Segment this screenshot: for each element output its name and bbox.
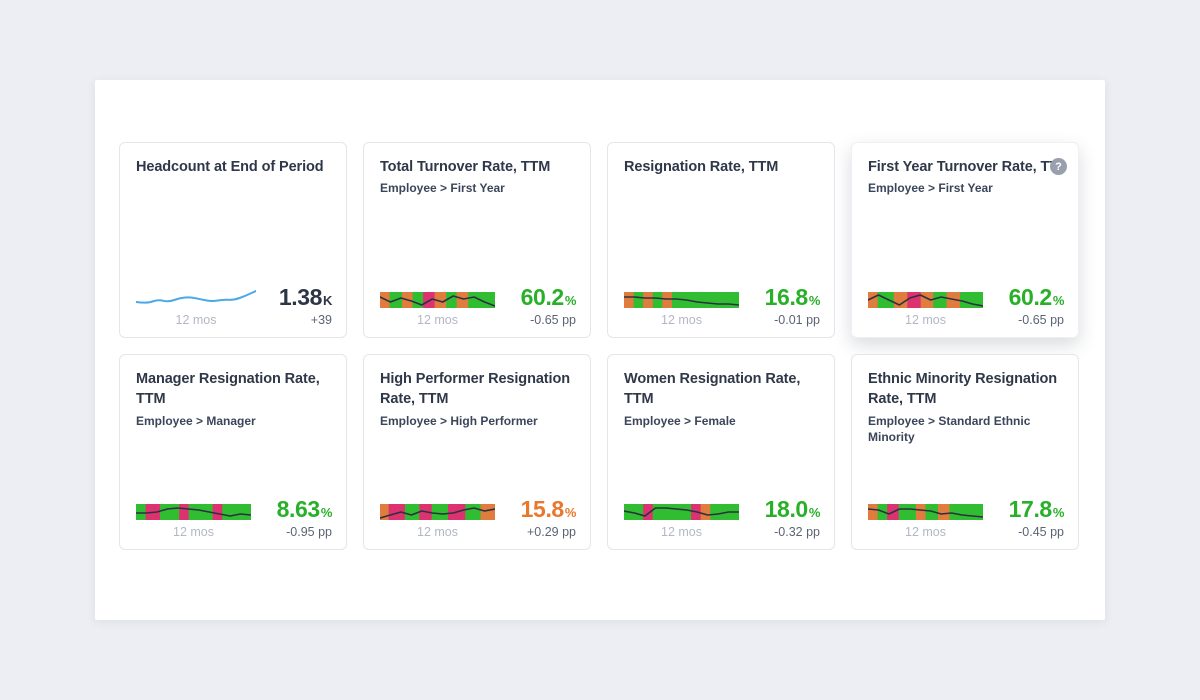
band-sparkline [868,504,983,520]
metric-delta: -0.32 pp [774,525,820,539]
metric-value: 1.38K [278,284,333,310]
metric-delta: -0.65 pp [530,313,576,327]
card-subtitle: Employee > High Performer [380,413,538,428]
value-area: 8.63% -0.95 pp [276,496,333,540]
value-area: 17.8% -0.45 pp [1008,496,1065,540]
trend-sparkline [136,290,256,304]
card-title: Ethnic Minority Resignation Rate, TTM [868,371,1058,408]
card-footer: 12 mos 18.0% -0.32 pp [624,498,820,539]
sparkline-area: 12 mos [624,292,739,327]
sparkline-area: 12 mos [624,504,739,539]
band-sparkline [380,292,495,308]
metric-delta: -0.45 pp [1018,525,1064,539]
card-title: Total Turnover Rate, TTM [380,159,551,175]
metric-number: 15.8 [520,496,565,522]
period-label: 12 mos [175,313,217,327]
metric-number: 16.8 [764,284,809,310]
card-title: Women Resignation Rate, TTM [624,371,801,408]
period-label: 12 mos [661,313,702,327]
metric-card-3[interactable]: Resignation Rate, TTM 12 mos 16.8% -0.01 pp [607,142,835,338]
metric-number: 17.8 [1008,496,1053,522]
metric-value: 60.2% [1008,284,1065,310]
card-footer: 12 mos 8.63% -0.95 pp [136,498,332,539]
value-area: 15.8% +0.29 pp [520,496,577,540]
card-title: Resignation Rate, TTM [624,159,779,175]
value-area: 60.2% -0.65 pp [1008,284,1065,328]
metric-delta: -0.95 pp [286,525,332,539]
sparkline-area: 12 mos [868,292,983,327]
card-footer: 12 mos 60.2% -0.65 pp [868,286,1064,327]
card-subtitle: Employee > First Year [868,181,993,196]
metric-value: 18.0% [764,496,821,522]
metric-suffix: % [808,293,821,308]
sparkline-area: 12 mos [380,504,495,539]
metric-suffix: % [564,293,577,308]
sparkline-area: 12 mos [380,292,495,327]
card-title: High Performer Resignation Rate, TTM [380,371,570,408]
metric-suffix: % [1052,293,1065,308]
sparkline-area: 12 mos [136,286,256,327]
metric-value: 17.8% [1008,496,1065,522]
band-sparkline [624,504,739,520]
metric-delta: +0.29 pp [526,525,576,539]
metric-card-1[interactable]: Headcount at End of Period 12 mos 1.38K +39 [119,142,347,338]
sparkline-area: 12 mos [136,504,251,539]
card-title: First Year Turnover Rate, TTM [868,159,1062,175]
metric-value: 15.8% [520,496,577,522]
band-sparkline [136,504,251,520]
metric-card-8[interactable]: Ethnic Minority Resignation Rate, TTM Emp… [851,354,1079,550]
period-label: 12 mos [173,525,214,539]
card-subtitle: Employee > Female [624,413,736,428]
metric-number: 18.0 [764,496,809,522]
period-label: 12 mos [905,525,946,539]
value-area: 18.0% -0.32 pp [764,496,821,540]
metric-suffix: % [320,505,333,520]
metric-delta: +39 [310,313,332,327]
help-icon[interactable]: ? [1050,158,1067,175]
metric-suffix: % [1052,505,1065,520]
value-area: 60.2% -0.65 pp [520,284,577,328]
metric-suffix: % [564,505,577,520]
metric-value: 60.2% [520,284,577,310]
sparkline-area: 12 mos [868,504,983,539]
card-subtitle: Employee > Manager [136,413,256,428]
card-title: Manager Resignation Rate, TTM [136,371,320,408]
metric-number: 1.38 [278,284,323,310]
metric-card-4[interactable]: First Year Turnover Rate, TTM? Employee >… [851,142,1079,338]
value-area: 16.8% -0.01 pp [764,284,821,328]
band-sparkline [868,292,983,308]
card-footer: 12 mos 1.38K +39 [136,286,332,327]
dashboard-panel: Headcount at End of Period 12 mos 1.38K +39… [95,80,1105,620]
metric-number: 60.2 [520,284,565,310]
band-sparkline [624,292,739,308]
card-title: Headcount at End of Period [136,159,324,175]
period-label: 12 mos [417,313,458,327]
metric-suffix: K [323,293,332,308]
card-footer: 12 mos 17.8% -0.45 pp [868,498,1064,539]
period-label: 12 mos [661,525,702,539]
metric-number: 8.63 [276,496,321,522]
cards-grid: Headcount at End of Period 12 mos 1.38K +39… [119,142,1079,550]
metric-delta: -0.01 pp [774,313,820,327]
metric-number: 60.2 [1008,284,1053,310]
period-label: 12 mos [417,525,458,539]
card-footer: 12 mos 16.8% -0.01 pp [624,286,820,327]
card-subtitle: Employee > First Year [380,181,505,196]
card-subtitle: Employee > Standard Ethnic Minority [868,413,1031,445]
card-footer: 12 mos 60.2% -0.65 pp [380,286,576,327]
metric-card-6[interactable]: High Performer Resignation Rate, TTM Empl… [363,354,591,550]
metric-value: 8.63% [276,496,333,522]
period-label: 12 mos [905,313,946,327]
value-area: 1.38K +39 [278,284,333,328]
metric-suffix: % [808,505,821,520]
metric-value: 16.8% [764,284,821,310]
metric-card-2[interactable]: Total Turnover Rate, TTM Employee > First… [363,142,591,338]
metric-card-5[interactable]: Manager Resignation Rate, TTM Employee > … [119,354,347,550]
band-sparkline [380,504,495,520]
card-footer: 12 mos 15.8% +0.29 pp [380,498,576,539]
metric-card-7[interactable]: Women Resignation Rate, TTM Employee > Fe… [607,354,835,550]
metric-delta: -0.65 pp [1018,313,1064,327]
